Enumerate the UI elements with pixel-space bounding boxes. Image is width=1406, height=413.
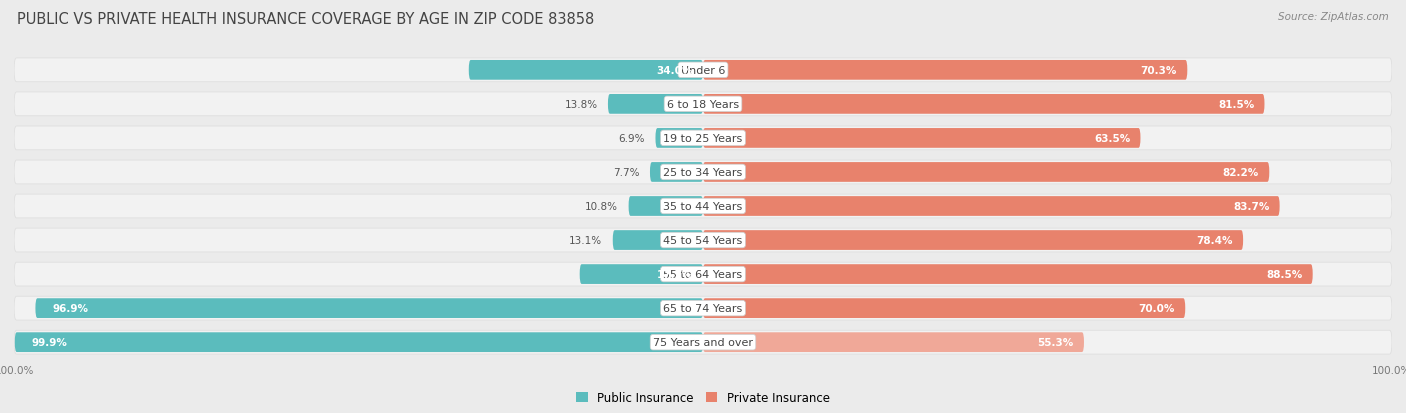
Text: 99.9%: 99.9% [32,337,67,347]
Text: 83.7%: 83.7% [1233,202,1270,211]
Text: 96.9%: 96.9% [52,304,89,313]
Text: 78.4%: 78.4% [1197,235,1233,245]
FancyBboxPatch shape [14,332,703,352]
FancyBboxPatch shape [14,161,1392,185]
FancyBboxPatch shape [703,163,1270,183]
Text: 6 to 18 Years: 6 to 18 Years [666,100,740,109]
FancyBboxPatch shape [35,299,703,318]
Text: 34.0%: 34.0% [657,66,693,76]
Text: 88.5%: 88.5% [1267,269,1302,280]
FancyBboxPatch shape [14,297,1392,320]
FancyBboxPatch shape [703,265,1313,284]
FancyBboxPatch shape [14,195,1392,218]
Text: 17.9%: 17.9% [657,269,693,280]
Text: 19 to 25 Years: 19 to 25 Years [664,133,742,144]
FancyBboxPatch shape [655,129,703,148]
Text: 75 Years and over: 75 Years and over [652,337,754,347]
Text: 13.8%: 13.8% [564,100,598,109]
Text: 55.3%: 55.3% [1038,337,1074,347]
Text: 63.5%: 63.5% [1094,133,1130,144]
Text: 6.9%: 6.9% [619,133,645,144]
FancyBboxPatch shape [579,265,703,284]
Text: 25 to 34 Years: 25 to 34 Years [664,168,742,178]
FancyBboxPatch shape [468,61,703,81]
FancyBboxPatch shape [14,127,1392,150]
Text: 82.2%: 82.2% [1223,168,1258,178]
Text: 13.1%: 13.1% [569,235,602,245]
FancyBboxPatch shape [607,95,703,114]
FancyBboxPatch shape [14,263,1392,286]
Legend: Public Insurance, Private Insurance: Public Insurance, Private Insurance [571,386,835,408]
FancyBboxPatch shape [14,330,1392,354]
Text: 81.5%: 81.5% [1218,100,1254,109]
FancyBboxPatch shape [703,197,1279,216]
FancyBboxPatch shape [14,93,1392,116]
FancyBboxPatch shape [703,95,1264,114]
FancyBboxPatch shape [703,129,1140,148]
Text: 70.3%: 70.3% [1140,66,1177,76]
FancyBboxPatch shape [703,332,1084,352]
Text: 7.7%: 7.7% [613,168,640,178]
FancyBboxPatch shape [703,230,1243,250]
Text: 45 to 54 Years: 45 to 54 Years [664,235,742,245]
FancyBboxPatch shape [628,197,703,216]
Text: Source: ZipAtlas.com: Source: ZipAtlas.com [1278,12,1389,22]
Text: 35 to 44 Years: 35 to 44 Years [664,202,742,211]
FancyBboxPatch shape [703,299,1185,318]
Text: 55 to 64 Years: 55 to 64 Years [664,269,742,280]
FancyBboxPatch shape [613,230,703,250]
FancyBboxPatch shape [14,228,1392,252]
FancyBboxPatch shape [650,163,703,183]
FancyBboxPatch shape [14,59,1392,83]
Text: 70.0%: 70.0% [1139,304,1175,313]
FancyBboxPatch shape [703,61,1187,81]
Text: 65 to 74 Years: 65 to 74 Years [664,304,742,313]
Text: Under 6: Under 6 [681,66,725,76]
Text: 10.8%: 10.8% [585,202,619,211]
Text: PUBLIC VS PRIVATE HEALTH INSURANCE COVERAGE BY AGE IN ZIP CODE 83858: PUBLIC VS PRIVATE HEALTH INSURANCE COVER… [17,12,595,27]
